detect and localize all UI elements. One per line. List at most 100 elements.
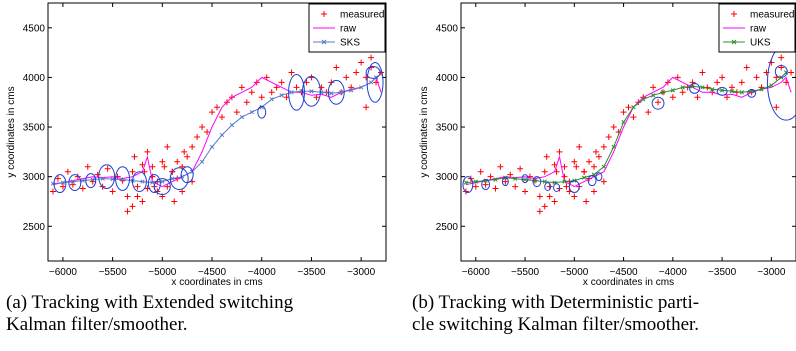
point-sks: [170, 176, 175, 181]
point-uks: [660, 90, 666, 95]
caption-a-line-2: Kalman filter/smoother.: [6, 314, 188, 335]
point-measured: [209, 109, 216, 116]
point-measured: [164, 143, 171, 150]
point-measured: [592, 148, 599, 155]
point-measured: [583, 198, 590, 205]
point-measured: [546, 183, 553, 190]
covariance-ellipse: [366, 62, 384, 103]
covariance-ellipse: [147, 174, 161, 194]
y-axis-label: y coordinates in cms: [419, 86, 430, 177]
series-line-raw: [52, 76, 382, 188]
covariance-ellipse: [180, 166, 194, 184]
point-sks: [339, 90, 344, 95]
legend-label-uks: UKS: [750, 38, 771, 49]
point-measured: [293, 84, 300, 91]
legend-label-measured: measured: [340, 10, 384, 21]
x-tick-label: −4500: [198, 267, 227, 278]
point-measured: [753, 74, 760, 81]
point-measured: [288, 69, 295, 76]
point-measured: [477, 168, 484, 175]
point-uks: [680, 85, 685, 90]
point-measured: [778, 54, 785, 61]
point-measured: [497, 163, 504, 170]
y-tick-label: 4500: [436, 23, 459, 34]
point-measured: [131, 153, 138, 160]
point-measured: [353, 69, 360, 76]
x-tick-label: −4000: [659, 267, 688, 278]
point-sks: [279, 93, 284, 98]
x-tick-label: −5500: [99, 267, 128, 278]
legend-marker-uks: [731, 39, 737, 45]
point-sks: [199, 159, 205, 164]
point-uks: [562, 179, 567, 184]
point-measured: [773, 104, 780, 111]
y-tick-label: 4000: [23, 73, 46, 84]
point-measured: [69, 181, 76, 188]
point-sks: [150, 180, 155, 185]
point-measured: [363, 74, 370, 81]
legend: measured raw SKS: [308, 3, 386, 53]
point-measured: [171, 198, 178, 205]
covariance-ellipse: [327, 79, 345, 105]
point-measured: [586, 158, 593, 165]
covariance-ellipse: [85, 173, 97, 189]
point-sks: [329, 91, 334, 96]
point-measured: [600, 143, 607, 150]
covariance-ellipse: [595, 172, 603, 182]
point-measured: [502, 178, 509, 185]
point-measured: [563, 183, 570, 190]
point-measured: [54, 175, 61, 182]
point-measured: [184, 153, 191, 160]
point-measured: [124, 193, 131, 200]
point-measured: [129, 168, 136, 175]
legend-marker-measured: [321, 11, 327, 17]
point-measured: [625, 104, 632, 111]
legend-label-raw: raw: [750, 24, 767, 35]
point-measured: [571, 158, 578, 165]
point-measured: [743, 64, 750, 71]
y-tick-label: 3500: [436, 123, 459, 134]
x-tick-label: −6000: [462, 267, 491, 278]
point-measured: [363, 104, 370, 111]
point-measured: [134, 193, 141, 200]
caption-b-line-2: cle switching Kalman filter/smoother.: [412, 314, 700, 335]
point-measured: [214, 104, 220, 111]
point-measured: [49, 188, 56, 195]
point-measured: [536, 193, 543, 200]
chart-panel-a: −6000 −5500 −5000 −4500 −4000 −3500 −3000 2500 3…: [6, 2, 387, 288]
point-measured: [333, 64, 340, 71]
point-measured: [669, 94, 676, 101]
point-measured: [149, 163, 156, 170]
covariance-ellipse: [115, 166, 131, 192]
point-uks: [670, 88, 675, 93]
point-measured: [134, 183, 141, 190]
point-measured: [581, 168, 588, 175]
point-measured: [704, 84, 711, 91]
point-measured: [546, 193, 553, 200]
point-measured: [74, 173, 81, 180]
covariance-ellipse: [501, 177, 509, 187]
point-measured: [84, 163, 91, 170]
point-measured: [59, 183, 66, 190]
x-tick-label: −3500: [297, 267, 326, 278]
x-axis-label: x coordinates in cms: [171, 277, 262, 288]
point-sks: [239, 114, 245, 120]
covariance-ellipse: [53, 174, 67, 194]
point-measured: [181, 148, 188, 155]
point-measured: [694, 94, 701, 101]
covariance-ellipse: [553, 183, 561, 193]
legend-label-sks: SKS: [340, 38, 360, 49]
point-measured: [482, 181, 489, 188]
point-measured: [472, 183, 479, 190]
y-tick-label: 3000: [436, 172, 459, 183]
point-measured: [233, 109, 240, 116]
x-tick-label: −6000: [49, 267, 78, 278]
point-uks: [641, 97, 646, 102]
covariance-ellipse: [689, 82, 700, 94]
point-measured: [79, 185, 86, 192]
point-measured: [576, 143, 583, 150]
point-measured: [189, 143, 196, 150]
point-measured: [591, 163, 598, 170]
y-tick-label: 2500: [436, 222, 459, 233]
point-measured: [194, 133, 201, 140]
